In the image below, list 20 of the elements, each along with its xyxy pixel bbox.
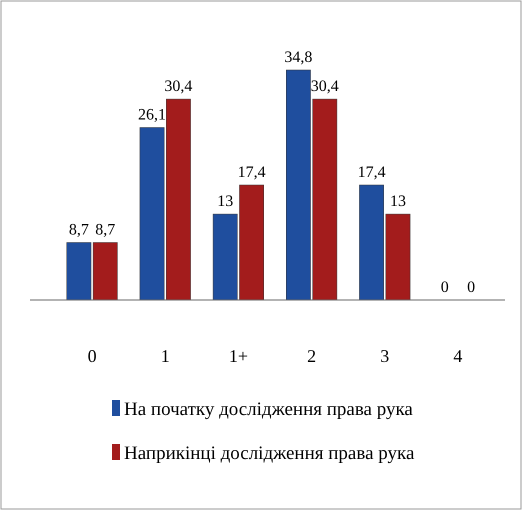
legend-label: На початку дослідження права рука [124, 399, 414, 420]
x-tick-label: 3 [380, 346, 390, 366]
data-label: 30,4 [164, 78, 192, 96]
data-label: 0 [467, 279, 476, 296]
data-label: 13 [217, 193, 234, 210]
data-label: 8,7 [68, 222, 89, 238]
x-tick-label: 4 [453, 346, 462, 366]
x-tick-label: 2 [307, 346, 316, 366]
data-label: 0 [440, 279, 449, 296]
data-label: 30,4 [310, 78, 339, 96]
data-label: 17,4 [238, 164, 266, 181]
data-label: 26,1 [138, 106, 166, 124]
legend-label: Наприкінці дослідження права рука [124, 443, 415, 464]
x-tick-label: 0 [88, 346, 97, 366]
x-tick-label: 1+ [228, 346, 248, 366]
data-label: 34,8 [284, 49, 312, 66]
data-label: 13 [390, 193, 406, 210]
data-label: 17,4 [358, 164, 386, 181]
data-label: 8,7 [95, 222, 116, 238]
x-tick-label: 1 [160, 346, 170, 366]
